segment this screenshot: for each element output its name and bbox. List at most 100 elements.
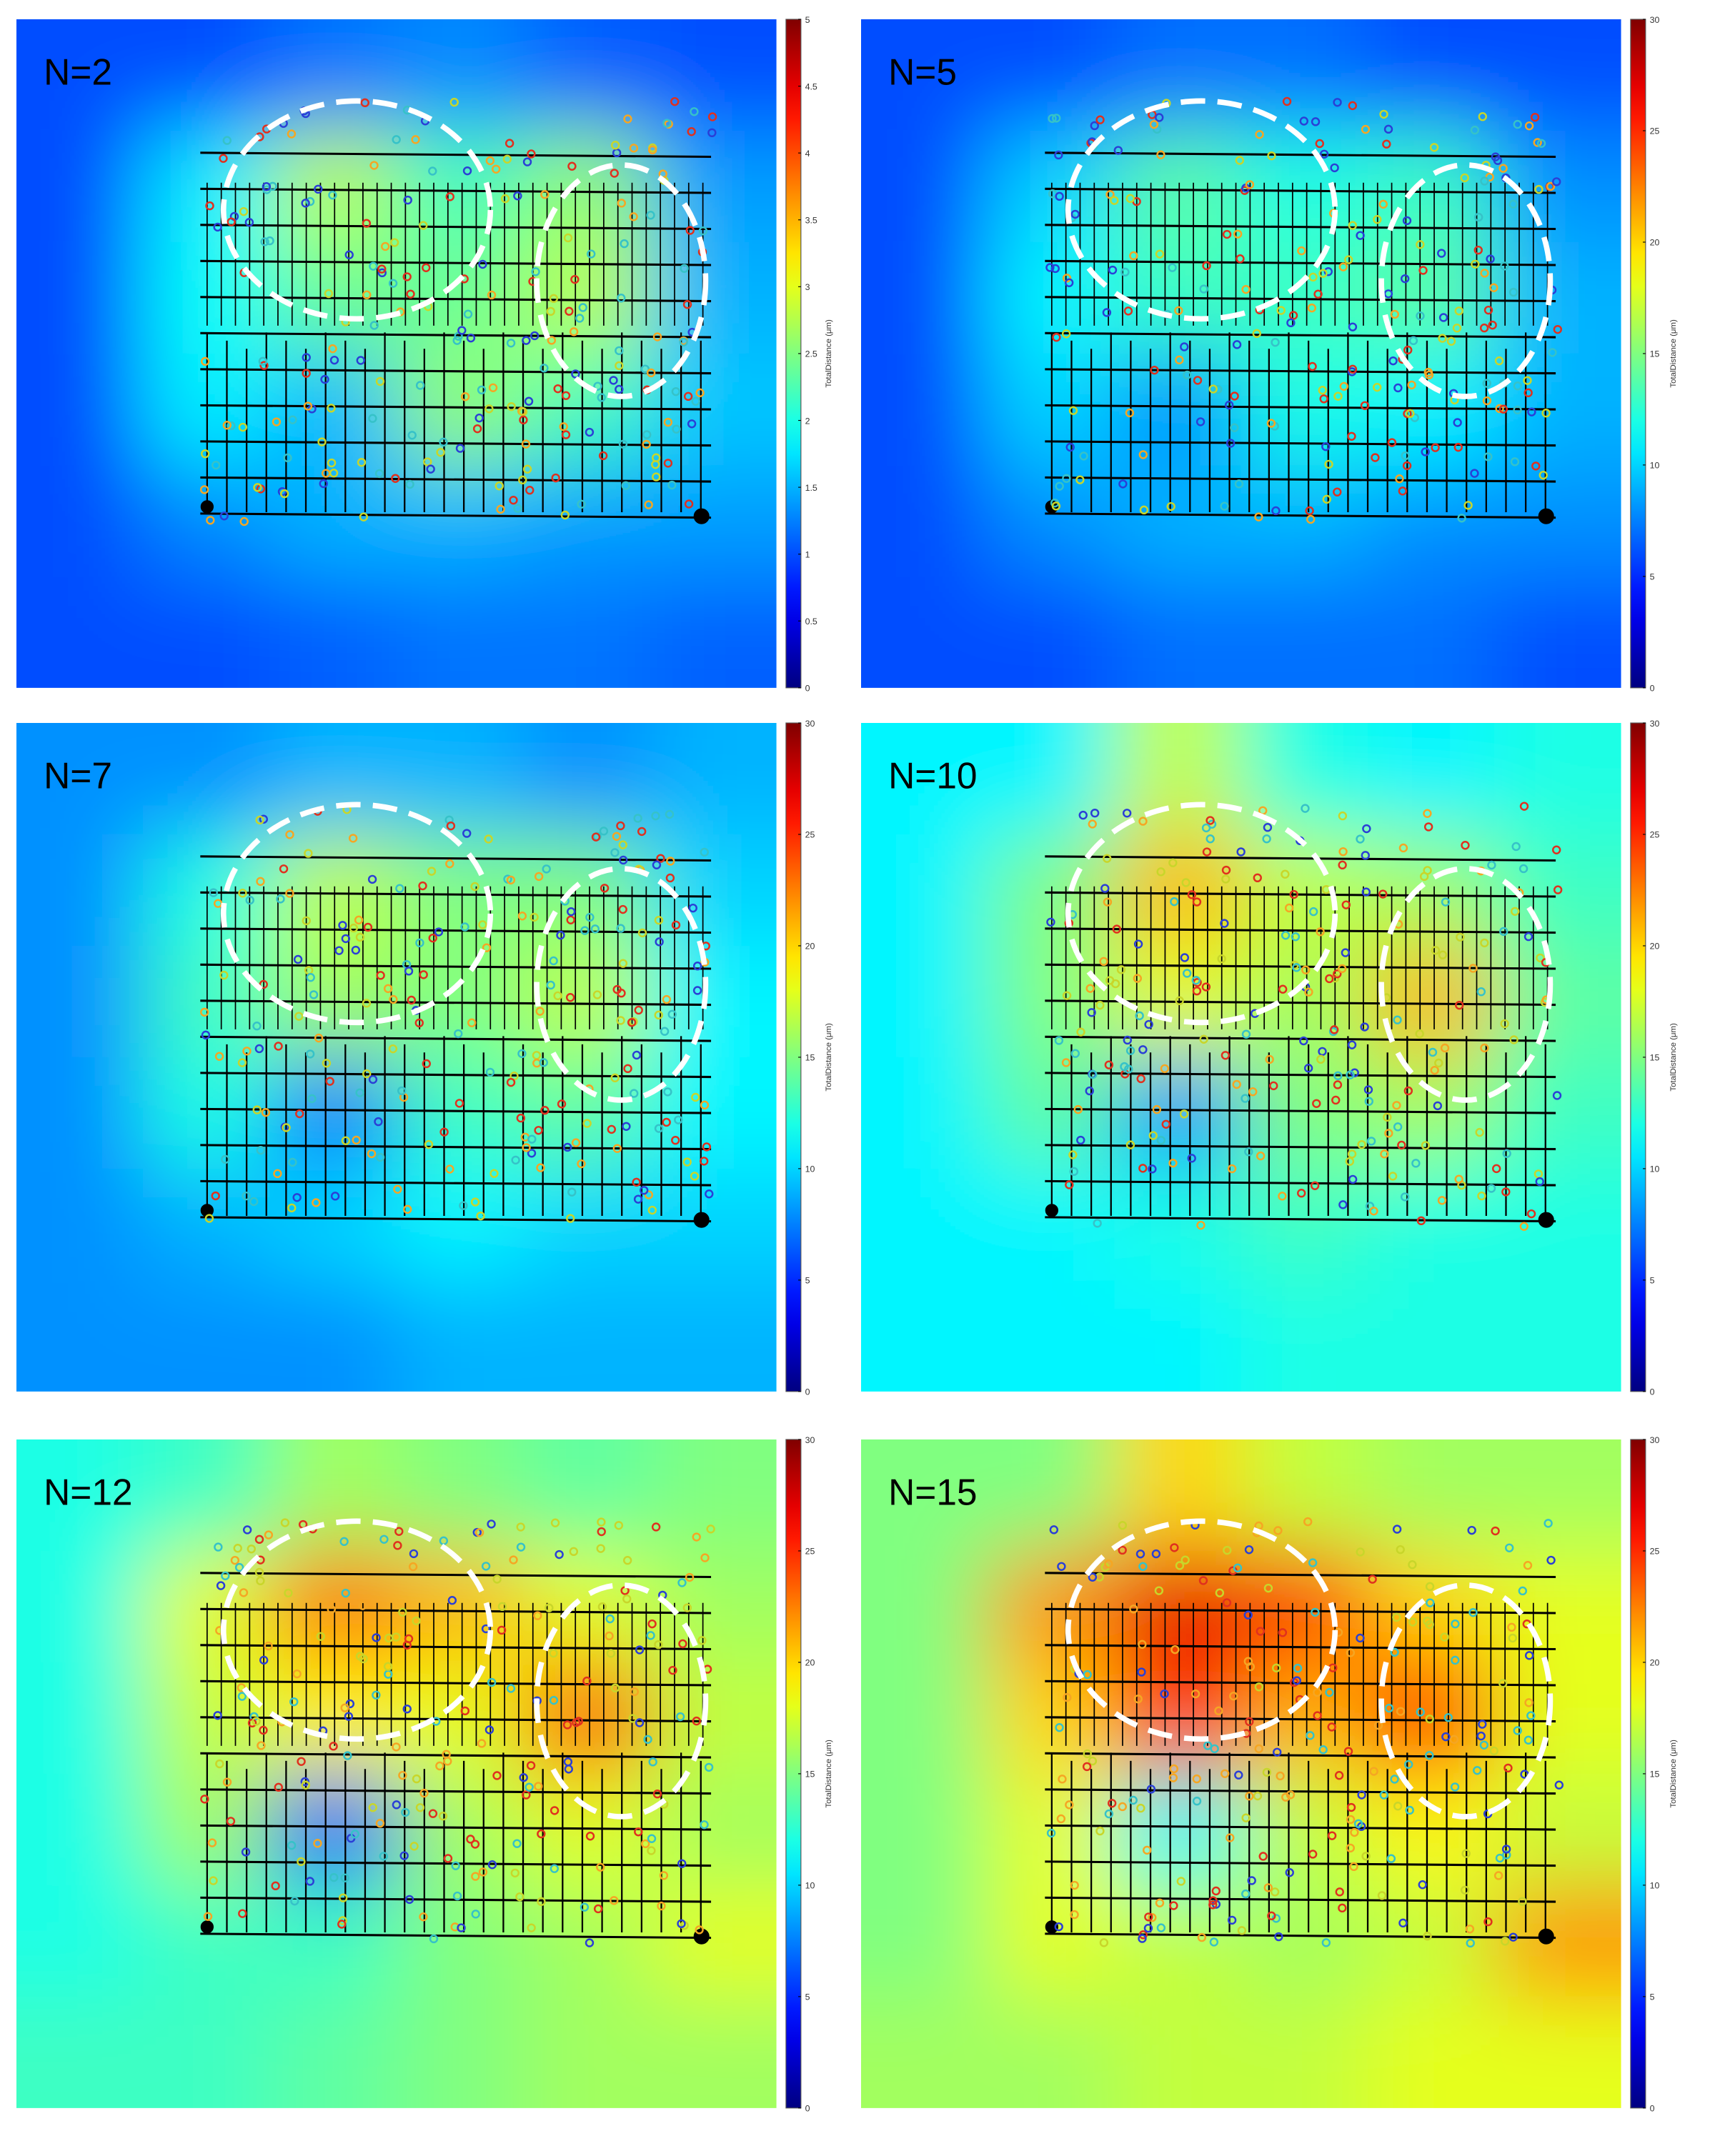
particle bbox=[607, 1124, 616, 1134]
particle bbox=[648, 1757, 657, 1767]
particle bbox=[563, 233, 573, 243]
mesh-line bbox=[200, 151, 712, 159]
particle bbox=[201, 1030, 211, 1040]
panel: N=12 0 5 10 15 20 25 30 TotalDistance (μm) bbox=[16, 1435, 833, 2114]
particle bbox=[1133, 1695, 1143, 1704]
particle bbox=[542, 864, 551, 874]
particle bbox=[506, 1684, 516, 1693]
particle bbox=[484, 404, 494, 414]
particle bbox=[389, 994, 398, 1004]
particle bbox=[381, 241, 390, 251]
particle bbox=[1192, 1774, 1201, 1784]
highlight-ellipse bbox=[534, 162, 709, 399]
particle bbox=[1440, 1632, 1449, 1642]
particle bbox=[1292, 963, 1301, 972]
particle bbox=[1170, 897, 1179, 907]
particle bbox=[481, 1624, 491, 1634]
particle bbox=[1378, 889, 1388, 899]
particle bbox=[1093, 1219, 1102, 1228]
particle bbox=[320, 374, 329, 384]
particle bbox=[666, 857, 675, 866]
particle bbox=[1120, 267, 1130, 277]
particle bbox=[1263, 1883, 1273, 1892]
particle bbox=[662, 1117, 671, 1127]
heatmap-cell bbox=[1494, 19, 1621, 131]
particle bbox=[1075, 475, 1085, 484]
particle bbox=[668, 1665, 677, 1675]
particle bbox=[1102, 308, 1112, 317]
particle bbox=[1065, 1180, 1074, 1189]
particle bbox=[646, 368, 656, 378]
particle bbox=[221, 1154, 230, 1164]
particle bbox=[1054, 1036, 1064, 1045]
particle bbox=[1347, 1040, 1357, 1049]
particle bbox=[485, 1067, 495, 1077]
particle bbox=[665, 873, 675, 883]
heatmap-field bbox=[861, 723, 1621, 1392]
particle bbox=[1478, 1720, 1487, 1729]
particle bbox=[682, 1157, 692, 1167]
particle bbox=[1166, 501, 1175, 511]
particle bbox=[1256, 1151, 1266, 1161]
particle bbox=[474, 413, 484, 423]
particle bbox=[640, 1186, 649, 1195]
particle bbox=[1129, 1604, 1138, 1614]
particle bbox=[1278, 1192, 1287, 1201]
particle bbox=[1229, 1692, 1238, 1701]
heatmap-cell bbox=[861, 464, 988, 577]
colorbar-tick-label: 3.5 bbox=[805, 216, 817, 226]
particle bbox=[1398, 843, 1408, 853]
particle bbox=[408, 1562, 418, 1572]
particle bbox=[517, 1049, 527, 1059]
particle bbox=[367, 874, 377, 884]
colorbar-tick-label: 10 bbox=[1650, 1164, 1660, 1174]
particle bbox=[617, 199, 626, 208]
particle bbox=[1465, 1925, 1475, 1934]
particle bbox=[1051, 501, 1061, 511]
particle bbox=[1237, 1926, 1247, 1935]
particle bbox=[1226, 439, 1236, 448]
heatmap-cell bbox=[650, 723, 777, 834]
particle bbox=[574, 1717, 583, 1726]
particle bbox=[1286, 1790, 1296, 1800]
particle bbox=[301, 199, 310, 208]
particle bbox=[1428, 1047, 1438, 1057]
particle bbox=[566, 1214, 575, 1223]
highlight-ellipse bbox=[534, 866, 709, 1103]
heatmap-cell bbox=[396, 1168, 524, 1280]
particle bbox=[677, 1919, 686, 1929]
particle bbox=[1343, 1747, 1353, 1756]
particle bbox=[1463, 501, 1473, 510]
particle bbox=[1223, 1545, 1232, 1555]
particle bbox=[1278, 984, 1288, 994]
mesh-line bbox=[1045, 331, 1556, 339]
particle bbox=[1327, 1722, 1336, 1732]
particle bbox=[1082, 1762, 1092, 1772]
particle bbox=[415, 938, 424, 948]
particle bbox=[1049, 1525, 1059, 1534]
mesh-node bbox=[1538, 1212, 1554, 1228]
particle bbox=[244, 218, 254, 227]
particle bbox=[1357, 1790, 1366, 1800]
particle bbox=[1455, 1000, 1464, 1010]
heatmap-cell bbox=[16, 1550, 144, 1662]
particle bbox=[655, 937, 664, 947]
particle bbox=[1356, 834, 1365, 844]
particle bbox=[1227, 1164, 1237, 1174]
particle bbox=[429, 1934, 439, 1944]
particle bbox=[1056, 1814, 1066, 1824]
heatmap-cell bbox=[16, 353, 144, 465]
particle bbox=[374, 469, 384, 479]
particle bbox=[1453, 418, 1462, 427]
colorbar-tick-label: 3 bbox=[805, 282, 810, 292]
particle bbox=[1423, 809, 1432, 818]
particle bbox=[245, 895, 254, 905]
mesh-line bbox=[200, 963, 712, 970]
particle bbox=[1271, 1663, 1281, 1673]
particle bbox=[610, 1683, 620, 1693]
particle bbox=[222, 136, 232, 145]
particle bbox=[539, 1058, 548, 1067]
particle bbox=[460, 391, 470, 401]
mesh-line bbox=[200, 1216, 712, 1223]
particle bbox=[1311, 117, 1321, 126]
